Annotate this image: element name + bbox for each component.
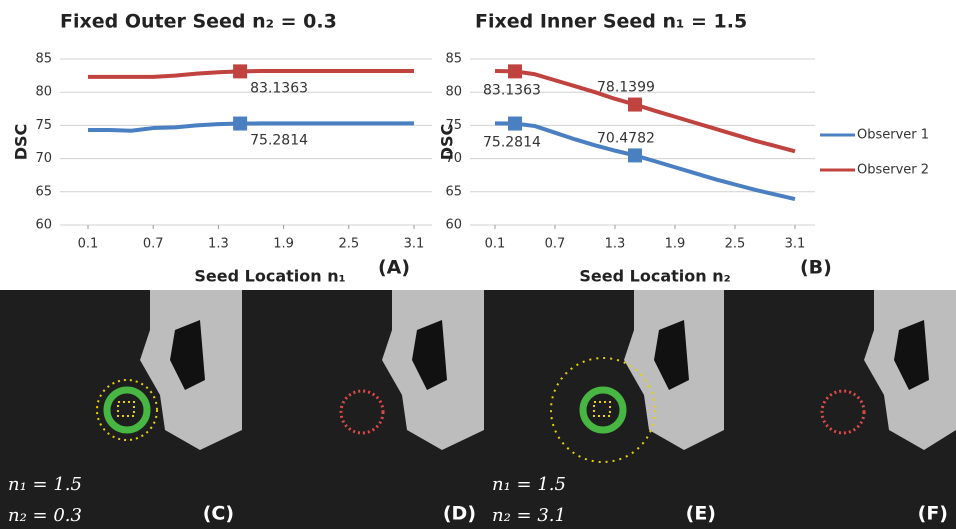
x-tick-label: 2.5 bbox=[725, 237, 746, 252]
legend-label: Observer 2 bbox=[857, 163, 929, 178]
segmentation bbox=[103, 386, 151, 434]
panel-annotation: n₁ = 1.5 bbox=[8, 474, 82, 495]
x-tick-label: 0.7 bbox=[143, 237, 164, 252]
x-tick-label: 0.7 bbox=[545, 237, 566, 252]
panel-label: (E) bbox=[686, 503, 716, 525]
data-label: 75.2814 bbox=[483, 135, 541, 151]
data-label: 83.1363 bbox=[250, 80, 308, 96]
panel-label: (D) bbox=[443, 503, 476, 525]
panel-annotation: n₁ = 1.5 bbox=[492, 474, 566, 495]
x-tick-label: 1.3 bbox=[208, 237, 229, 252]
panel-label: (B) bbox=[800, 257, 832, 279]
y-tick-label: 80 bbox=[445, 85, 462, 100]
y-tick-label: 75 bbox=[35, 118, 52, 133]
data-label: 75.2814 bbox=[250, 133, 308, 149]
y-tick-label: 60 bbox=[35, 218, 52, 233]
x-tick-label: 1.3 bbox=[605, 237, 626, 252]
data-label: 78.1399 bbox=[597, 80, 655, 96]
x-tick-label: 0.1 bbox=[485, 237, 506, 252]
x-tick-label: 2.5 bbox=[338, 237, 359, 252]
panel-label: (C) bbox=[203, 503, 234, 525]
y-tick-label: 85 bbox=[445, 52, 462, 67]
cavity bbox=[412, 320, 447, 390]
point-marker bbox=[628, 148, 642, 163]
chart-title: Fixed Inner Seed n₁ = 1.5 bbox=[475, 11, 747, 33]
point-marker bbox=[628, 97, 642, 112]
image-panels bbox=[0, 290, 956, 529]
x-axis-title: Seed Location n₂ bbox=[579, 267, 730, 286]
panel-f bbox=[724, 290, 956, 529]
panel-annotation: n₂ = 3.1 bbox=[492, 505, 566, 526]
y-axis-title: DSC bbox=[12, 124, 31, 161]
y-tick-label: 65 bbox=[445, 184, 462, 199]
chart-title: Fixed Outer Seed n₂ = 0.3 bbox=[60, 11, 337, 33]
point-marker bbox=[508, 64, 522, 79]
manual-contour bbox=[820, 389, 866, 435]
panel-d bbox=[242, 290, 484, 529]
x-tick-label: 1.9 bbox=[273, 237, 294, 252]
panel-annotation: n₂ = 0.3 bbox=[8, 505, 82, 526]
y-axis-title: DSC bbox=[438, 124, 457, 161]
point-marker bbox=[233, 116, 248, 131]
y-tick-label: 80 bbox=[35, 85, 52, 100]
segmentation bbox=[579, 386, 627, 434]
manual-contour bbox=[339, 389, 385, 435]
legend-label: Observer 1 bbox=[857, 128, 929, 143]
x-tick-label: 3.1 bbox=[785, 237, 806, 252]
x-axis-title: Seed Location n₁ bbox=[194, 267, 345, 286]
data-label: 70.4782 bbox=[597, 130, 655, 146]
y-tick-label: 70 bbox=[35, 151, 52, 166]
data-label: 83.1363 bbox=[483, 82, 541, 98]
x-tick-label: 3.1 bbox=[404, 237, 425, 252]
x-tick-label: 1.9 bbox=[665, 237, 686, 252]
y-tick-label: 75 bbox=[445, 118, 462, 133]
series-line bbox=[494, 68, 796, 154]
y-tick-label: 60 bbox=[445, 218, 462, 233]
panel-c bbox=[0, 290, 242, 529]
cavity bbox=[894, 320, 929, 390]
y-tick-label: 85 bbox=[35, 52, 52, 67]
panel-label: (F) bbox=[918, 503, 948, 525]
y-tick-label: 70 bbox=[445, 151, 462, 166]
outer-seed bbox=[96, 379, 158, 441]
x-tick-label: 0.1 bbox=[78, 237, 99, 252]
cavity bbox=[170, 320, 205, 390]
series-line bbox=[494, 121, 796, 202]
point-marker bbox=[233, 64, 248, 79]
outer-seed bbox=[550, 357, 656, 463]
series-line bbox=[88, 121, 414, 133]
cavity bbox=[654, 320, 689, 390]
panel-e bbox=[484, 290, 724, 529]
point-marker bbox=[508, 116, 522, 131]
panel-label: (A) bbox=[378, 257, 410, 279]
y-tick-label: 65 bbox=[35, 184, 52, 199]
series-line bbox=[88, 68, 414, 79]
